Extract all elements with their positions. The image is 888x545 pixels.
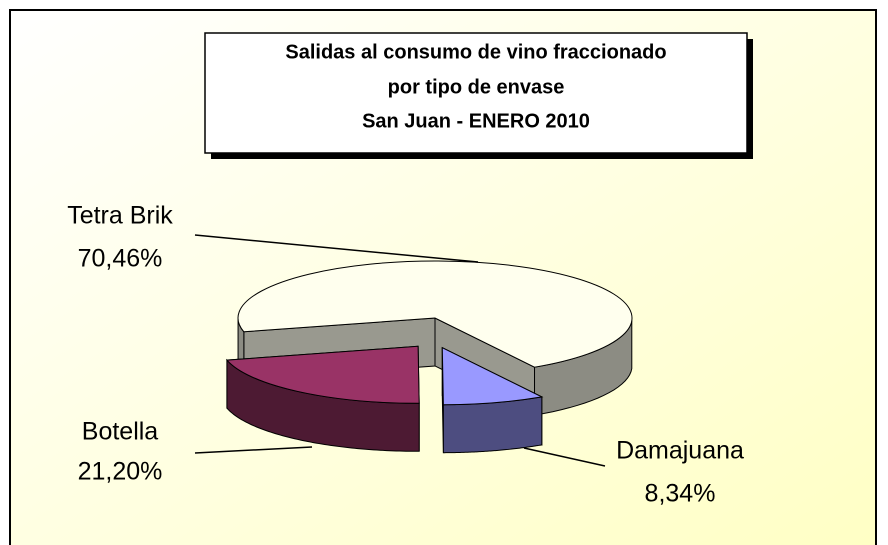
leader-line — [194, 234, 479, 263]
slice-wall — [442, 396, 543, 454]
slice-label: Botella — [82, 418, 159, 446]
leader-line — [523, 447, 606, 467]
title-box — [204, 32, 748, 154]
chart-title: Salidas al consumo de vino fraccionado — [285, 41, 666, 63]
slice — [441, 346, 544, 406]
pie — [225, 260, 633, 454]
slice — [225, 345, 420, 404]
slice-label: Tetra Brik — [67, 202, 173, 230]
leader-line — [194, 446, 313, 454]
slice-value-label: 21,20% — [78, 458, 163, 486]
chart-title: por tipo de envase — [388, 76, 565, 98]
slice-value-label: 70,46% — [78, 245, 163, 273]
chart-title: San Juan - ENERO 2010 — [362, 110, 590, 132]
slice-value-label: 8,34% — [645, 480, 716, 508]
slice — [237, 260, 633, 368]
slice-label: Damajuana — [616, 437, 744, 465]
